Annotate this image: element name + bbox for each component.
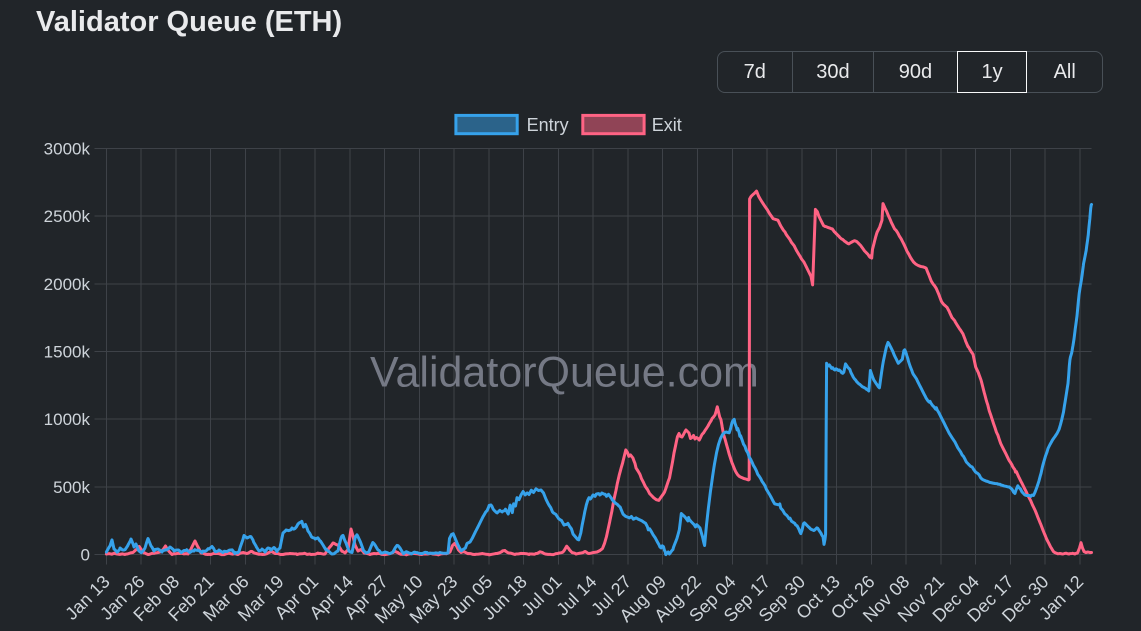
- svg-text:1500k: 1500k: [44, 343, 91, 362]
- svg-text:Entry: Entry: [527, 115, 569, 135]
- svg-text:ValidatorQueue.com: ValidatorQueue.com: [370, 349, 759, 397]
- svg-text:0: 0: [81, 546, 90, 565]
- svg-text:1000k: 1000k: [44, 410, 91, 429]
- svg-text:3000k: 3000k: [44, 139, 91, 158]
- svg-text:Exit: Exit: [652, 115, 682, 135]
- svg-text:2000k: 2000k: [44, 275, 91, 294]
- svg-text:2500k: 2500k: [44, 207, 91, 226]
- svg-text:500k: 500k: [53, 478, 90, 497]
